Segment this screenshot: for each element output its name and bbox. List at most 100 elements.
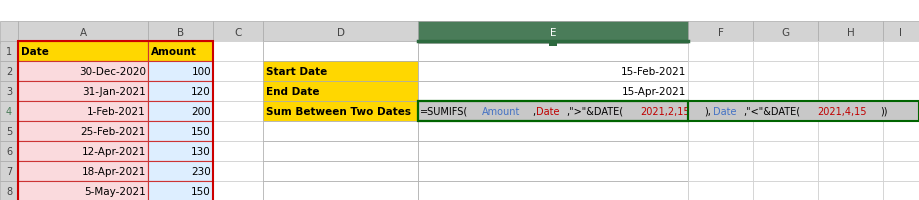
Bar bbox=[418, 101, 919, 121]
Text: 7: 7 bbox=[6, 166, 12, 176]
Bar bbox=[0, 62, 18, 82]
Bar bbox=[148, 62, 213, 82]
Bar bbox=[0, 101, 18, 121]
Bar bbox=[818, 82, 883, 101]
Text: 120: 120 bbox=[191, 87, 211, 97]
Bar bbox=[263, 141, 418, 161]
Text: Date: Date bbox=[536, 106, 560, 116]
Bar bbox=[213, 62, 263, 82]
Bar bbox=[213, 22, 263, 44]
Text: 5-May-2021: 5-May-2021 bbox=[85, 186, 146, 196]
Text: 200: 200 bbox=[191, 106, 211, 116]
Bar bbox=[818, 42, 883, 62]
Bar bbox=[213, 121, 263, 141]
Bar bbox=[148, 82, 213, 101]
Bar bbox=[263, 121, 418, 141]
Text: ,"<"&DATE(: ,"<"&DATE( bbox=[743, 106, 800, 116]
Bar bbox=[688, 141, 753, 161]
Bar bbox=[148, 22, 213, 44]
Bar bbox=[18, 101, 148, 121]
Bar bbox=[688, 161, 753, 181]
Bar bbox=[148, 42, 213, 62]
Bar bbox=[883, 62, 919, 82]
Bar bbox=[418, 42, 688, 62]
Text: 6: 6 bbox=[6, 146, 12, 156]
Text: End Date: End Date bbox=[266, 87, 320, 97]
Text: 3: 3 bbox=[6, 87, 12, 97]
Bar bbox=[883, 82, 919, 101]
Bar bbox=[213, 82, 263, 101]
Bar bbox=[213, 101, 263, 121]
Bar bbox=[418, 161, 688, 181]
Bar bbox=[883, 121, 919, 141]
Bar bbox=[818, 121, 883, 141]
Bar bbox=[148, 121, 213, 141]
Text: I: I bbox=[900, 28, 902, 38]
Text: F: F bbox=[718, 28, 723, 38]
Bar bbox=[753, 82, 818, 101]
Text: 150: 150 bbox=[191, 126, 211, 136]
Text: E: E bbox=[550, 28, 556, 38]
Bar bbox=[688, 121, 753, 141]
Bar bbox=[549, 44, 557, 47]
Bar bbox=[818, 161, 883, 181]
Text: 2021,2,15: 2021,2,15 bbox=[640, 106, 689, 116]
Bar bbox=[418, 141, 688, 161]
Bar bbox=[418, 101, 688, 121]
Bar bbox=[0, 42, 18, 62]
Bar bbox=[418, 121, 688, 141]
Bar bbox=[263, 181, 418, 200]
Text: C: C bbox=[234, 28, 242, 38]
Text: )): )) bbox=[880, 106, 888, 116]
Text: B: B bbox=[177, 28, 184, 38]
Bar bbox=[883, 161, 919, 181]
Text: D: D bbox=[336, 28, 345, 38]
Bar bbox=[0, 22, 18, 44]
Bar bbox=[263, 42, 418, 62]
Bar bbox=[148, 101, 213, 121]
Text: G: G bbox=[781, 28, 789, 38]
Bar bbox=[418, 22, 688, 44]
Text: 2: 2 bbox=[6, 67, 12, 77]
Bar bbox=[818, 22, 883, 44]
Bar bbox=[213, 181, 263, 200]
Bar bbox=[148, 161, 213, 181]
Bar bbox=[18, 141, 148, 161]
Text: Sum Between Two Dates: Sum Between Two Dates bbox=[266, 106, 411, 116]
Bar bbox=[263, 82, 418, 101]
Bar bbox=[148, 181, 213, 200]
Text: 230: 230 bbox=[191, 166, 211, 176]
Bar bbox=[0, 181, 18, 200]
Bar bbox=[883, 22, 919, 44]
Bar bbox=[418, 22, 688, 44]
Text: 25-Feb-2021: 25-Feb-2021 bbox=[81, 126, 146, 136]
Text: 15-Feb-2021: 15-Feb-2021 bbox=[620, 67, 686, 77]
Text: A: A bbox=[79, 28, 86, 38]
Bar bbox=[883, 141, 919, 161]
Bar bbox=[263, 62, 418, 82]
Text: 150: 150 bbox=[191, 186, 211, 196]
Bar bbox=[688, 82, 753, 101]
Bar bbox=[818, 141, 883, 161]
Bar bbox=[418, 101, 688, 121]
Bar bbox=[18, 22, 148, 44]
Text: Start Date: Start Date bbox=[266, 67, 327, 77]
Bar bbox=[18, 121, 148, 141]
Bar bbox=[263, 161, 418, 181]
Text: 130: 130 bbox=[191, 146, 211, 156]
Bar bbox=[883, 181, 919, 200]
Text: 1: 1 bbox=[6, 47, 12, 57]
Bar bbox=[213, 161, 263, 181]
Bar bbox=[753, 181, 818, 200]
Bar bbox=[18, 42, 213, 200]
Text: 5: 5 bbox=[6, 126, 12, 136]
Text: 4: 4 bbox=[6, 106, 12, 116]
Bar bbox=[18, 181, 148, 200]
Bar bbox=[263, 22, 418, 44]
Text: Amount: Amount bbox=[482, 106, 521, 116]
Text: ,: , bbox=[532, 106, 535, 116]
Bar bbox=[753, 141, 818, 161]
Bar bbox=[753, 121, 818, 141]
Text: Date: Date bbox=[713, 106, 736, 116]
Text: 31-Jan-2021: 31-Jan-2021 bbox=[82, 87, 146, 97]
